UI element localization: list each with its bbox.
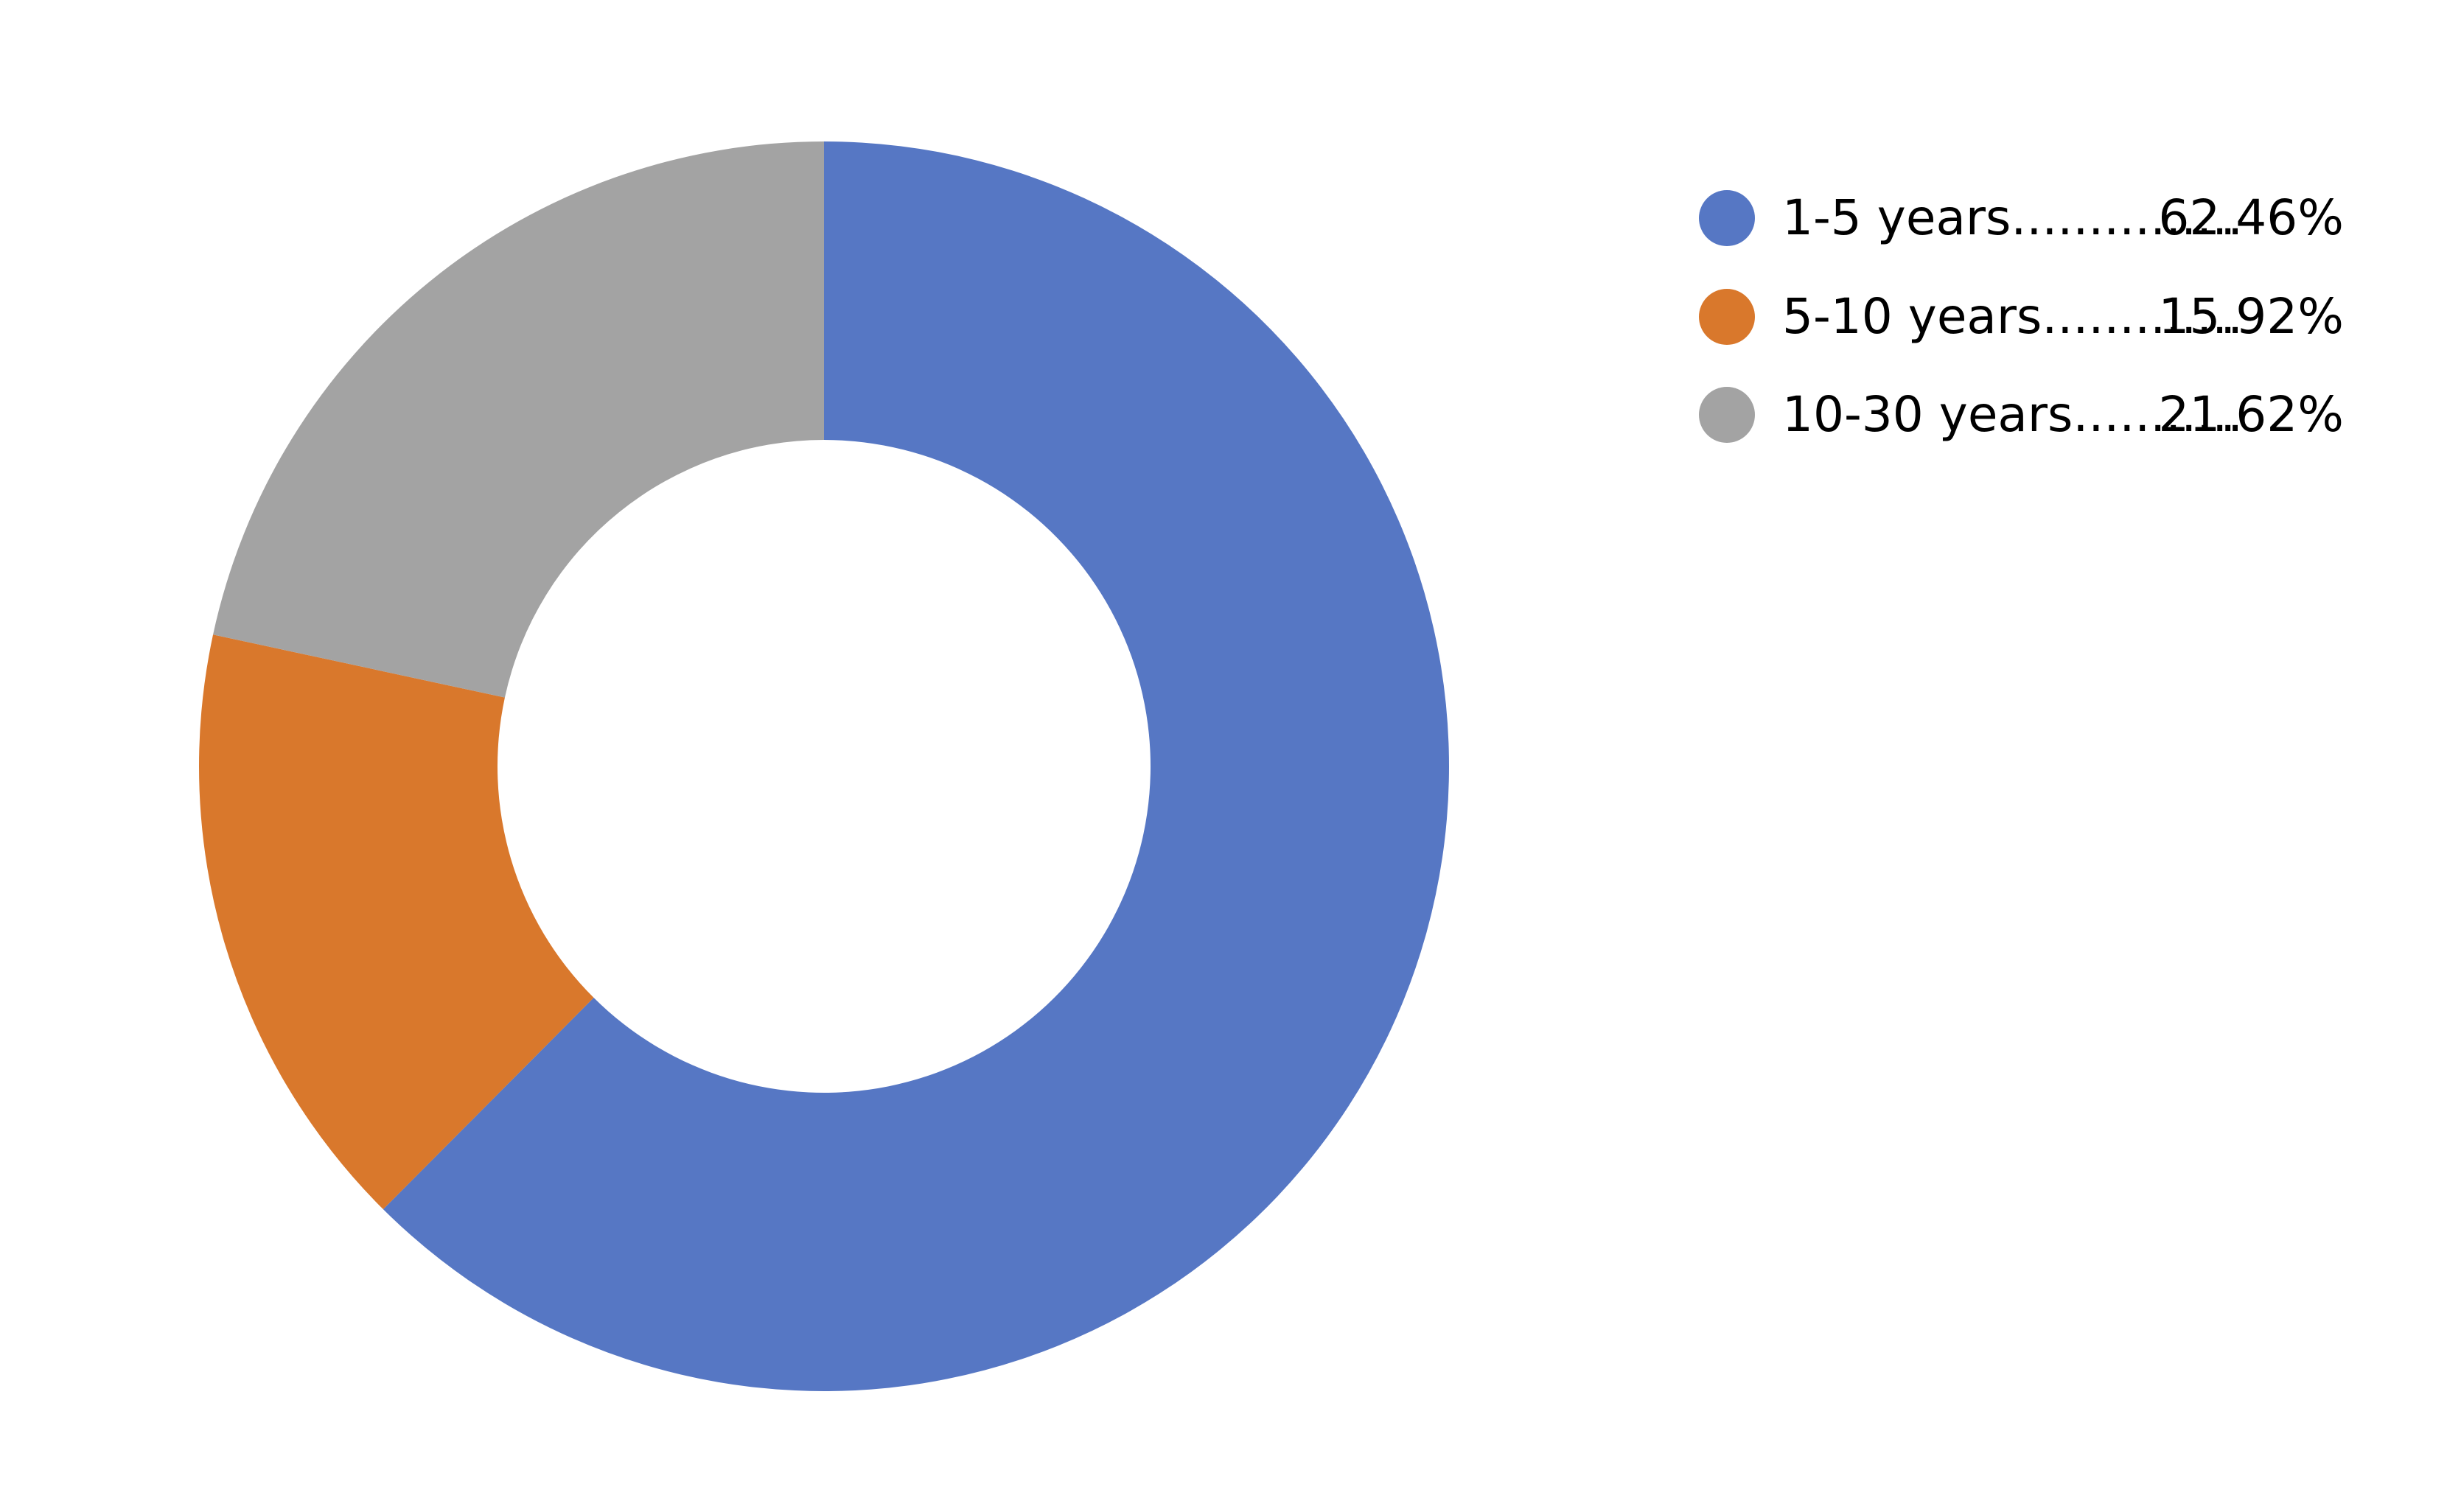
legend: 1-5 years............... 62.46% 5-10 yea… <box>1699 189 2344 443</box>
legend-dot <box>1699 190 1755 246</box>
legend-value: 62.46% <box>2158 189 2344 246</box>
slice-10-30-years <box>213 141 824 698</box>
svg-text:5-10 years.............: 5-10 years............. <box>1782 288 2243 345</box>
legend-value: 21.62% <box>2158 386 2344 443</box>
svg-text:1-5 years...............: 1-5 years............... <box>1782 189 2243 246</box>
legend-leader-dots: ........... <box>2073 386 2243 443</box>
legend-item-1-5-years: 1-5 years............... 62.46% <box>1699 189 2344 246</box>
donut-slices <box>198 141 1450 1392</box>
legend-label: 5-10 years <box>1782 288 2042 345</box>
legend-label: 1-5 years <box>1782 189 2011 246</box>
legend-leader-dots: ............... <box>2011 189 2243 246</box>
legend-value: 15.92% <box>2158 288 2344 345</box>
slice-5-10-years <box>198 634 594 1210</box>
slice-1-5-years <box>383 141 1450 1392</box>
legend-label: 10-30 years <box>1782 386 2073 443</box>
legend-item-5-10-years: 5-10 years............. 15.92% <box>1699 288 2344 345</box>
legend-dot <box>1699 289 1755 345</box>
legend-dot <box>1699 387 1755 443</box>
legend-leader-dots: ............. <box>2042 288 2243 345</box>
legend-item-10-30-years: 10-30 years........... 21.62% <box>1699 386 2344 443</box>
svg-text:10-30 years...........: 10-30 years........... <box>1782 386 2243 443</box>
